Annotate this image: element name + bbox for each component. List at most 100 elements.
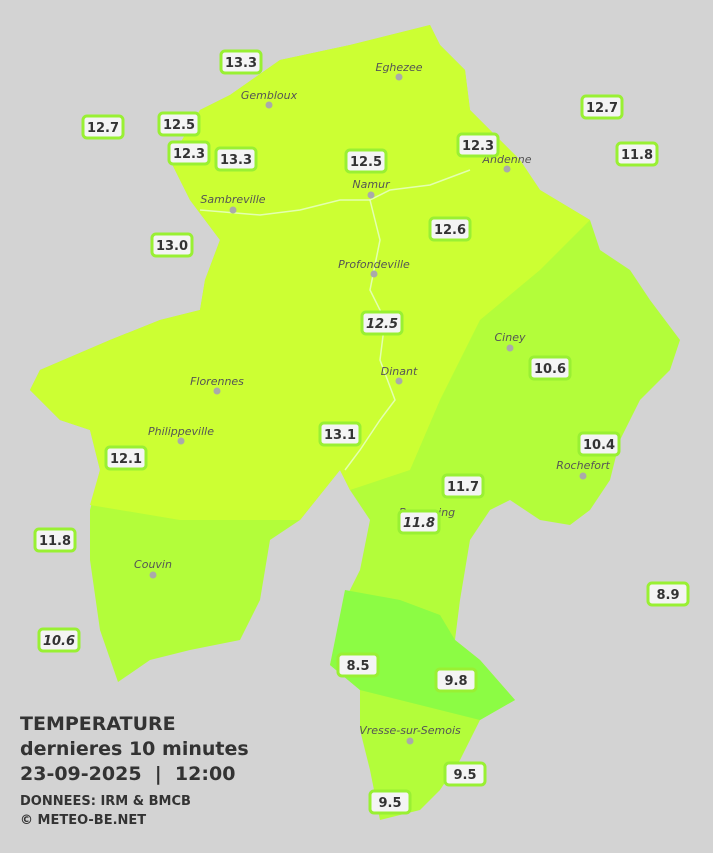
station-value: 8.5 <box>346 659 369 674</box>
station-box <box>434 667 478 693</box>
legend-credit: © METEO-BE.NET <box>20 813 146 828</box>
station-value: 12.7 <box>586 101 618 116</box>
legend-title: TEMPERATURE <box>20 713 176 735</box>
station: 12.3 <box>456 132 500 158</box>
station: 12.6 <box>428 216 472 242</box>
station-box <box>344 148 388 174</box>
town-dot <box>503 165 511 173</box>
station: 10.6 <box>37 627 81 653</box>
river <box>199 199 370 216</box>
river <box>344 169 471 471</box>
station-value: 13.3 <box>225 56 257 71</box>
station-box <box>157 111 201 137</box>
station: 13.1 <box>318 421 362 447</box>
region-yellow <box>30 25 590 520</box>
town-dot <box>229 206 237 214</box>
station-value: 12.5 <box>350 155 382 170</box>
station-box <box>646 581 690 607</box>
station: 11.8 <box>615 141 659 167</box>
station-value: 11.8 <box>621 148 653 163</box>
station: 13.0 <box>150 232 194 258</box>
station: 12.5 <box>157 111 201 137</box>
stations: 13.3 12.7 12.5 12.3 13.3 12.5 12.3 12.7 11.8 13.0… <box>33 49 690 815</box>
station: 10.6 <box>528 355 572 381</box>
station-value: 13.0 <box>156 239 188 254</box>
station-value: 12.5 <box>366 317 398 332</box>
station-value: 8.9 <box>656 588 679 603</box>
station: 10.4 <box>577 431 621 457</box>
station: 13.3 <box>219 49 263 75</box>
station-box <box>81 114 125 140</box>
station-value: 12.6 <box>434 223 466 238</box>
station-value: 12.3 <box>173 147 205 162</box>
station: 9.5 <box>443 761 487 787</box>
town-label: Sambreville <box>200 193 265 206</box>
station-box <box>219 49 263 75</box>
station-value: 11.7 <box>447 480 479 495</box>
station-value: 12.7 <box>87 121 119 136</box>
legend-subtitle: dernieres 10 minutes <box>20 738 249 760</box>
town-label: Vresse-sur-Semois <box>359 724 461 737</box>
station-value: 10.6 <box>534 362 566 377</box>
town-dot <box>213 387 221 395</box>
station-value: 10.4 <box>583 438 615 453</box>
station: 12.3 <box>167 140 211 166</box>
station: 11.8 <box>397 509 441 535</box>
station-box <box>615 141 659 167</box>
station-value: 11.8 <box>39 534 71 549</box>
station-value: 13.1 <box>324 428 356 443</box>
town-dot <box>367 191 375 199</box>
station-value: 12.5 <box>163 118 195 133</box>
town-label: Eghezee <box>376 61 423 74</box>
station-box <box>318 421 362 447</box>
station-box <box>456 132 500 158</box>
station-box <box>150 232 194 258</box>
town-label: Philippeville <box>148 425 214 438</box>
station: 12.5 <box>344 148 388 174</box>
town-dot <box>177 437 185 445</box>
town-dot <box>506 344 514 352</box>
station-box <box>167 140 211 166</box>
station: 12.7 <box>81 114 125 140</box>
station-box <box>37 627 81 653</box>
station-box <box>580 94 624 120</box>
town-label: Dinant <box>381 365 418 378</box>
legend-source: DONNEES: IRM & BMCB <box>20 794 191 809</box>
town-dot <box>370 270 378 278</box>
town-label: Couvin <box>134 558 172 571</box>
town-label: Rochefort <box>556 459 610 472</box>
station: 9.5 <box>368 789 412 815</box>
town-label: Gembloux <box>241 89 298 102</box>
station: 12.5 <box>360 310 404 336</box>
station-box <box>428 216 472 242</box>
legend-datetime: 23-09-2025 | 12:00 <box>20 763 235 785</box>
station-value: 11.8 <box>403 516 435 531</box>
station-box <box>104 445 148 471</box>
station-box <box>336 652 380 678</box>
station: 13.3 <box>214 146 258 172</box>
station: 8.5 <box>336 652 380 678</box>
station-value: 9.5 <box>378 796 401 811</box>
station-box <box>528 355 572 381</box>
town-dot <box>395 73 403 81</box>
town-label: Namur <box>352 178 391 191</box>
station-value: 10.6 <box>43 634 75 649</box>
station-box <box>214 146 258 172</box>
station: 11.8 <box>33 527 77 553</box>
town-dot <box>265 101 273 109</box>
station-box <box>441 473 485 499</box>
station: 12.7 <box>580 94 624 120</box>
station-value: 9.8 <box>444 674 467 689</box>
station-box <box>577 431 621 457</box>
legend: TEMPERATURE dernieres 10 minutes 23-09-2… <box>20 713 249 828</box>
station-box <box>360 310 404 336</box>
station: 11.7 <box>441 473 485 499</box>
town-dot <box>149 571 157 579</box>
station-value: 9.5 <box>453 768 476 783</box>
town-dot <box>395 377 403 385</box>
station-box <box>33 527 77 553</box>
station: 9.8 <box>434 667 478 693</box>
town-dot <box>406 737 414 745</box>
town-dot <box>579 472 587 480</box>
